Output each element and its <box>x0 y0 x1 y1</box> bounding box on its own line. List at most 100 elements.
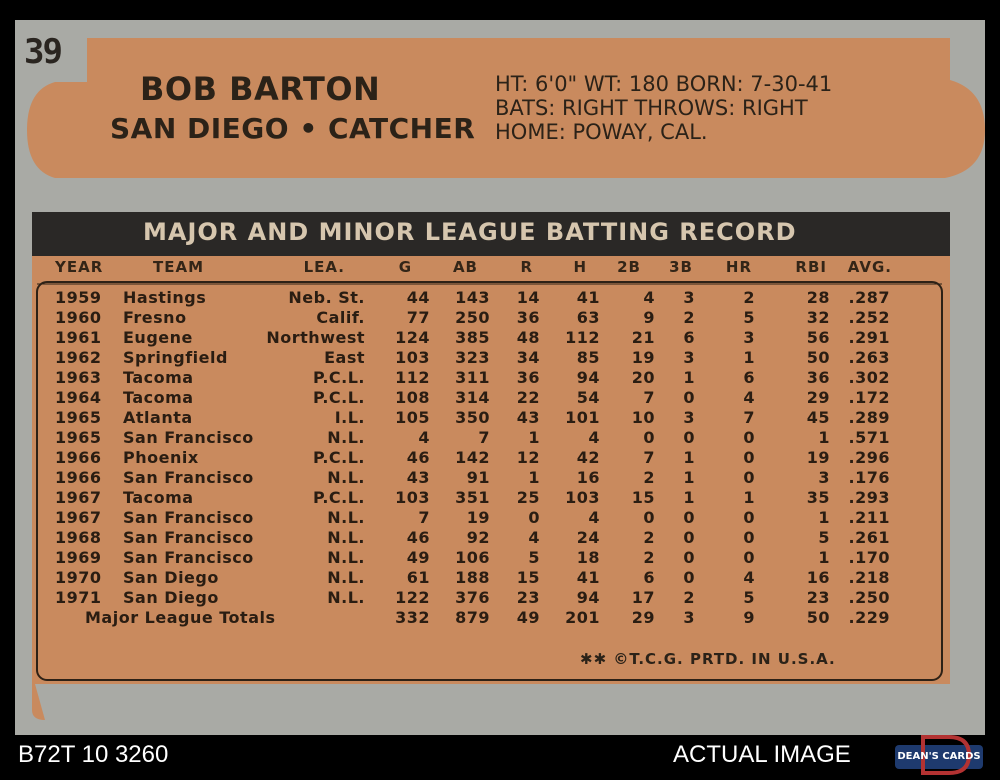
table-cell-rbi: 5 <box>818 528 830 547</box>
table-cell-runs: 0 <box>528 508 540 527</box>
table-cell-league: N.L. <box>327 428 365 447</box>
table-cell-hits: 94 <box>576 588 600 607</box>
table-cell-league: P.C.L. <box>313 448 365 467</box>
table-cell-runs: 1 <box>528 428 540 447</box>
table-cell-hits: 112 <box>565 328 600 347</box>
column-header-year: YEAR <box>55 258 104 276</box>
table-cell-team: Tacoma <box>123 388 194 407</box>
table-cell-year: 1969 <box>55 548 102 567</box>
column-header-triples: 3B <box>669 258 693 276</box>
column-header-doubles: 2B <box>617 258 641 276</box>
table-cell-doubles: 15 <box>631 488 655 507</box>
table-cell-at-bats: 91 <box>466 468 490 487</box>
table-cell-rbi: 50 <box>806 348 830 367</box>
table-cell-league: N.L. <box>327 568 365 587</box>
table-cell-doubles: 6 <box>643 568 655 587</box>
table-cell-year: 1970 <box>55 568 102 587</box>
table-cell-games: 103 <box>395 348 430 367</box>
table-cell-at-bats: 250 <box>455 308 490 327</box>
table-cell-triples: 3 <box>683 348 695 367</box>
table-cell-home-runs: 0 <box>743 428 755 447</box>
table-cell-team: Springfield <box>123 348 228 367</box>
table-cell-games: 108 <box>395 388 430 407</box>
player-name: BOB BARTON <box>140 70 381 108</box>
table-cell-team: San Francisco <box>123 508 254 527</box>
table-cell-league: I.L. <box>334 408 365 427</box>
table-cell-team: Tacoma <box>123 488 194 507</box>
table-cell-games: 124 <box>395 328 430 347</box>
table-cell-triples: 2 <box>683 588 695 607</box>
copyright-footer: ✱✱ ©T.C.G. PRTD. IN U.S.A. <box>580 650 836 668</box>
table-cell-year: 1965 <box>55 408 102 427</box>
table-cell-games: 44 <box>406 288 430 307</box>
table-cell-games: 112 <box>395 368 430 387</box>
table-cell-at-bats: 106 <box>455 548 490 567</box>
stats-panel-tail <box>32 684 45 720</box>
table-cell-doubles: 4 <box>643 288 655 307</box>
table-cell-runs: 14 <box>516 288 540 307</box>
column-header-games: G <box>398 258 412 276</box>
table-cell-hits: 85 <box>576 348 600 367</box>
table-cell-hits: 41 <box>576 568 600 587</box>
table-cell-runs: 43 <box>516 408 540 427</box>
table-cell-triples: 0 <box>683 508 695 527</box>
table-cell-home-runs: 6 <box>743 368 755 387</box>
table-cell-team: Eugene <box>123 328 193 347</box>
player-info-line-1: HT: 6'0" WT: 180 BORN: 7-30-41 <box>495 72 833 96</box>
table-cell-team: San Francisco <box>123 548 254 567</box>
table-cell-rbi: 3 <box>818 468 830 487</box>
table-cell-runs: 48 <box>516 328 540 347</box>
totals-label: Major League Totals <box>85 608 276 627</box>
table-cell-at-bats: 376 <box>455 588 490 607</box>
card-graphics <box>27 38 985 720</box>
column-header-at-bats: AB <box>452 258 478 276</box>
column-header-hits: H <box>573 258 587 276</box>
table-cell-doubles: 9 <box>643 308 655 327</box>
table-cell-year: 1965 <box>55 428 102 447</box>
table-cell-games: 105 <box>395 408 430 427</box>
table-cell-triples: 0 <box>683 548 695 567</box>
table-cell-home-runs: 0 <box>743 528 755 547</box>
table-cell-at-bats: 314 <box>455 388 490 407</box>
column-header-runs: R <box>520 258 533 276</box>
totals-cell-rbi: 50 <box>806 608 830 627</box>
table-cell-hits: 63 <box>576 308 600 327</box>
table-cell-average: .296 <box>848 448 890 467</box>
table-cell-league: P.C.L. <box>313 368 365 387</box>
table-cell-games: 61 <box>406 568 430 587</box>
team-position: SAN DIEGO • CATCHER <box>110 112 476 145</box>
table-cell-average: .302 <box>848 368 890 387</box>
table-cell-triples: 0 <box>683 568 695 587</box>
table-cell-rbi: 35 <box>806 488 830 507</box>
table-cell-games: 46 <box>406 528 430 547</box>
table-cell-league: Northwest <box>266 328 365 347</box>
table-cell-doubles: 21 <box>631 328 655 347</box>
table-cell-year: 1963 <box>55 368 102 387</box>
table-cell-at-bats: 350 <box>455 408 490 427</box>
table-cell-rbi: 32 <box>806 308 830 327</box>
table-cell-doubles: 20 <box>631 368 655 387</box>
table-cell-rbi: 19 <box>806 448 830 467</box>
table-cell-games: 46 <box>406 448 430 467</box>
totals-cell-runs: 49 <box>516 608 540 627</box>
table-cell-rbi: 28 <box>806 288 830 307</box>
table-cell-average: .287 <box>848 288 890 307</box>
table-cell-average: .252 <box>848 308 890 327</box>
table-cell-team: Fresno <box>123 308 187 327</box>
table-cell-at-bats: 385 <box>455 328 490 347</box>
table-cell-home-runs: 1 <box>743 348 755 367</box>
listing-code: B72T 10 3260 <box>18 741 169 768</box>
table-cell-league: Calif. <box>316 308 365 327</box>
table-cell-average: .172 <box>848 388 890 407</box>
totals-cell-triples: 3 <box>683 608 695 627</box>
table-cell-rbi: 36 <box>806 368 830 387</box>
table-cell-average: .250 <box>848 588 890 607</box>
table-cell-rbi: 45 <box>806 408 830 427</box>
table-cell-hits: 42 <box>576 448 600 467</box>
totals-cell-doubles: 29 <box>631 608 655 627</box>
table-cell-triples: 0 <box>683 528 695 547</box>
table-cell-average: .289 <box>848 408 890 427</box>
table-cell-home-runs: 3 <box>743 328 755 347</box>
actual-image-label: ACTUAL IMAGE <box>673 741 851 768</box>
column-header-team: TEAM <box>153 258 205 276</box>
